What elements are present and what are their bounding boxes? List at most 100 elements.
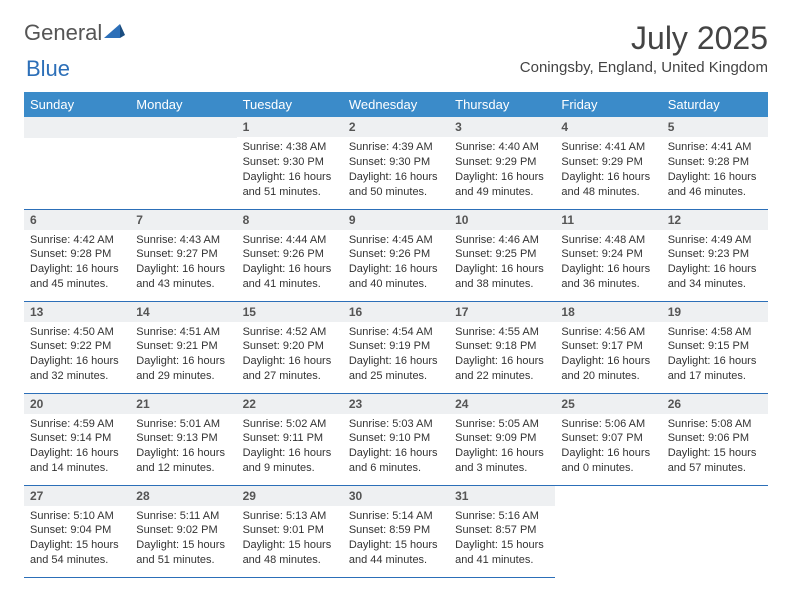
brand-part1: General [24, 20, 102, 46]
day-number: 29 [237, 486, 343, 506]
weekday-header: Sunday [24, 92, 130, 117]
day-content: Sunrise: 5:06 AMSunset: 9:07 PMDaylight:… [555, 414, 661, 480]
day-cell: 28Sunrise: 5:11 AMSunset: 9:02 PMDayligh… [130, 485, 236, 577]
day-number: 28 [130, 486, 236, 506]
day-cell: 10Sunrise: 4:46 AMSunset: 9:25 PMDayligh… [449, 209, 555, 301]
day-cell: 13Sunrise: 4:50 AMSunset: 9:22 PMDayligh… [24, 301, 130, 393]
day-number: 15 [237, 302, 343, 322]
calendar-row: 27Sunrise: 5:10 AMSunset: 9:04 PMDayligh… [24, 485, 768, 577]
day-number: 13 [24, 302, 130, 322]
day-cell: 4Sunrise: 4:41 AMSunset: 9:29 PMDaylight… [555, 117, 661, 209]
day-content: Sunrise: 5:16 AMSunset: 8:57 PMDaylight:… [449, 506, 555, 572]
day-number: 30 [343, 486, 449, 506]
calendar-row: 1Sunrise: 4:38 AMSunset: 9:30 PMDaylight… [24, 117, 768, 209]
day-content: Sunrise: 4:56 AMSunset: 9:17 PMDaylight:… [555, 322, 661, 388]
day-content: Sunrise: 4:40 AMSunset: 9:29 PMDaylight:… [449, 137, 555, 203]
day-content: Sunrise: 4:51 AMSunset: 9:21 PMDaylight:… [130, 322, 236, 388]
day-cell: 29Sunrise: 5:13 AMSunset: 9:01 PMDayligh… [237, 485, 343, 577]
day-content: Sunrise: 4:49 AMSunset: 9:23 PMDaylight:… [662, 230, 768, 296]
day-number: 4 [555, 117, 661, 137]
day-content: Sunrise: 5:03 AMSunset: 9:10 PMDaylight:… [343, 414, 449, 480]
brand-triangle-icon [104, 22, 126, 45]
day-cell: 5Sunrise: 4:41 AMSunset: 9:28 PMDaylight… [662, 117, 768, 209]
day-content: Sunrise: 4:38 AMSunset: 9:30 PMDaylight:… [237, 137, 343, 203]
day-content: Sunrise: 4:41 AMSunset: 9:29 PMDaylight:… [555, 137, 661, 203]
day-cell: 16Sunrise: 4:54 AMSunset: 9:19 PMDayligh… [343, 301, 449, 393]
day-content: Sunrise: 4:46 AMSunset: 9:25 PMDaylight:… [449, 230, 555, 296]
day-content: Sunrise: 5:10 AMSunset: 9:04 PMDaylight:… [24, 506, 130, 572]
day-cell: 15Sunrise: 4:52 AMSunset: 9:20 PMDayligh… [237, 301, 343, 393]
calendar-row: 6Sunrise: 4:42 AMSunset: 9:28 PMDaylight… [24, 209, 768, 301]
day-number: 20 [24, 394, 130, 414]
calendar-body: 1Sunrise: 4:38 AMSunset: 9:30 PMDaylight… [24, 117, 768, 577]
calendar-row: 20Sunrise: 4:59 AMSunset: 9:14 PMDayligh… [24, 393, 768, 485]
empty-cell [130, 117, 236, 209]
day-number: 7 [130, 210, 236, 230]
day-content: Sunrise: 5:05 AMSunset: 9:09 PMDaylight:… [449, 414, 555, 480]
day-content: Sunrise: 4:48 AMSunset: 9:24 PMDaylight:… [555, 230, 661, 296]
day-number: 22 [237, 394, 343, 414]
day-number: 16 [343, 302, 449, 322]
day-cell: 8Sunrise: 4:44 AMSunset: 9:26 PMDaylight… [237, 209, 343, 301]
day-cell: 31Sunrise: 5:16 AMSunset: 8:57 PMDayligh… [449, 485, 555, 577]
day-number: 8 [237, 210, 343, 230]
weekday-header: Saturday [662, 92, 768, 117]
day-content: Sunrise: 4:41 AMSunset: 9:28 PMDaylight:… [662, 137, 768, 203]
day-cell: 6Sunrise: 4:42 AMSunset: 9:28 PMDaylight… [24, 209, 130, 301]
day-cell: 18Sunrise: 4:56 AMSunset: 9:17 PMDayligh… [555, 301, 661, 393]
day-content: Sunrise: 4:50 AMSunset: 9:22 PMDaylight:… [24, 322, 130, 388]
day-number: 27 [24, 486, 130, 506]
day-content: Sunrise: 4:44 AMSunset: 9:26 PMDaylight:… [237, 230, 343, 296]
day-cell: 7Sunrise: 4:43 AMSunset: 9:27 PMDaylight… [130, 209, 236, 301]
day-number: 26 [662, 394, 768, 414]
day-number: 25 [555, 394, 661, 414]
empty-cell [662, 485, 768, 577]
day-content: Sunrise: 4:45 AMSunset: 9:26 PMDaylight:… [343, 230, 449, 296]
day-content: Sunrise: 4:42 AMSunset: 9:28 PMDaylight:… [24, 230, 130, 296]
day-cell: 3Sunrise: 4:40 AMSunset: 9:29 PMDaylight… [449, 117, 555, 209]
day-cell: 20Sunrise: 4:59 AMSunset: 9:14 PMDayligh… [24, 393, 130, 485]
empty-cell [24, 117, 130, 209]
day-number: 10 [449, 210, 555, 230]
day-content: Sunrise: 4:59 AMSunset: 9:14 PMDaylight:… [24, 414, 130, 480]
day-content: Sunrise: 5:11 AMSunset: 9:02 PMDaylight:… [130, 506, 236, 572]
day-number: 23 [343, 394, 449, 414]
day-cell: 21Sunrise: 5:01 AMSunset: 9:13 PMDayligh… [130, 393, 236, 485]
day-content: Sunrise: 4:54 AMSunset: 9:19 PMDaylight:… [343, 322, 449, 388]
day-number: 3 [449, 117, 555, 137]
day-cell: 19Sunrise: 4:58 AMSunset: 9:15 PMDayligh… [662, 301, 768, 393]
weekday-header-row: SundayMondayTuesdayWednesdayThursdayFrid… [24, 92, 768, 117]
weekday-header: Monday [130, 92, 236, 117]
day-number: 9 [343, 210, 449, 230]
day-number: 2 [343, 117, 449, 137]
title-block: July 2025 Coningsby, England, United Kin… [520, 20, 768, 76]
day-number: 12 [662, 210, 768, 230]
day-cell: 2Sunrise: 4:39 AMSunset: 9:30 PMDaylight… [343, 117, 449, 209]
brand-logo: General [24, 20, 128, 46]
day-cell: 22Sunrise: 5:02 AMSunset: 9:11 PMDayligh… [237, 393, 343, 485]
day-cell: 26Sunrise: 5:08 AMSunset: 9:06 PMDayligh… [662, 393, 768, 485]
day-number: 21 [130, 394, 236, 414]
day-cell: 27Sunrise: 5:10 AMSunset: 9:04 PMDayligh… [24, 485, 130, 577]
location-text: Coningsby, England, United Kingdom [520, 59, 768, 76]
calendar-table: SundayMondayTuesdayWednesdayThursdayFrid… [24, 92, 768, 578]
day-number: 19 [662, 302, 768, 322]
day-cell: 12Sunrise: 4:49 AMSunset: 9:23 PMDayligh… [662, 209, 768, 301]
day-content: Sunrise: 4:55 AMSunset: 9:18 PMDaylight:… [449, 322, 555, 388]
day-content: Sunrise: 5:14 AMSunset: 8:59 PMDaylight:… [343, 506, 449, 572]
day-number: 11 [555, 210, 661, 230]
day-content: Sunrise: 5:01 AMSunset: 9:13 PMDaylight:… [130, 414, 236, 480]
day-cell: 1Sunrise: 4:38 AMSunset: 9:30 PMDaylight… [237, 117, 343, 209]
day-number: 17 [449, 302, 555, 322]
weekday-header: Friday [555, 92, 661, 117]
day-cell: 17Sunrise: 4:55 AMSunset: 9:18 PMDayligh… [449, 301, 555, 393]
day-cell: 23Sunrise: 5:03 AMSunset: 9:10 PMDayligh… [343, 393, 449, 485]
day-number: 1 [237, 117, 343, 137]
day-cell: 14Sunrise: 4:51 AMSunset: 9:21 PMDayligh… [130, 301, 236, 393]
day-cell: 9Sunrise: 4:45 AMSunset: 9:26 PMDaylight… [343, 209, 449, 301]
day-content: Sunrise: 5:08 AMSunset: 9:06 PMDaylight:… [662, 414, 768, 480]
calendar-row: 13Sunrise: 4:50 AMSunset: 9:22 PMDayligh… [24, 301, 768, 393]
weekday-header: Wednesday [343, 92, 449, 117]
day-number: 24 [449, 394, 555, 414]
day-cell: 25Sunrise: 5:06 AMSunset: 9:07 PMDayligh… [555, 393, 661, 485]
